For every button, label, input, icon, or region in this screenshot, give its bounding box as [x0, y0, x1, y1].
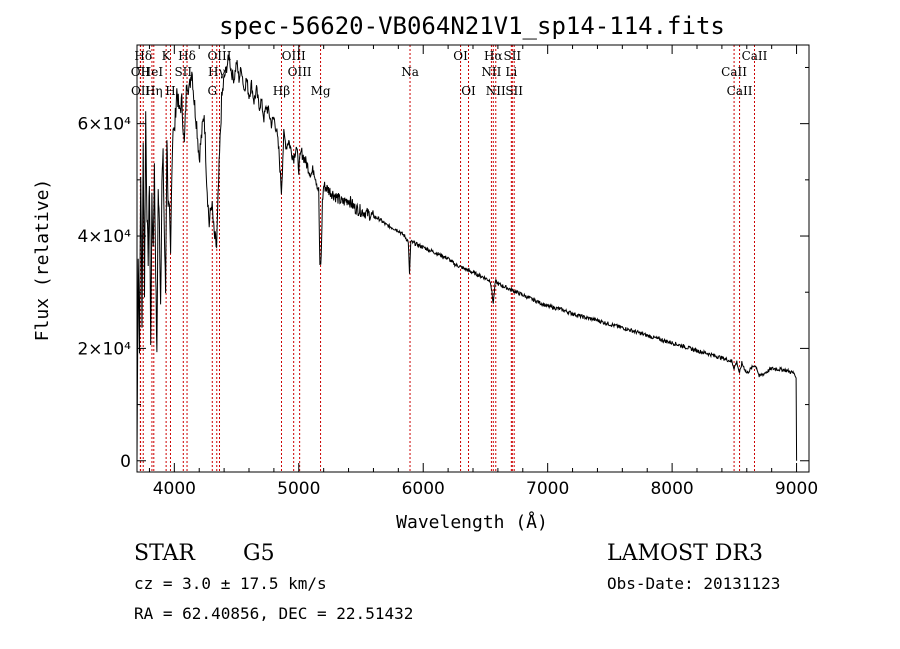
x-tick-label: 7000: [526, 479, 569, 499]
plot-frame: [136, 44, 810, 473]
y-axis-ticks: 0 2×10⁴ 4×10⁴ 6×10⁴: [77, 66, 809, 472]
line-label: K: [162, 49, 172, 63]
spectrum-series: [136, 54, 798, 461]
y-axis-label: Flux (relative): [32, 179, 53, 342]
line-label: NII: [481, 65, 501, 79]
x-tick-label: 9000: [775, 479, 818, 499]
emission-line-labels: Hδ OII OII K HeI Hη Hδ SII H OIII Hγ G Hβ OIII OIII Mg N…: [131, 49, 768, 98]
y-tick-label: 2×10⁴: [77, 339, 131, 359]
object-class: STAR: [134, 541, 196, 566]
line-label: HeI: [141, 65, 164, 79]
object-subclass: G5: [243, 541, 275, 566]
line-label: OI: [453, 49, 468, 63]
y-tick-label: 4×10⁴: [77, 227, 131, 247]
survey-name: LAMOST DR3: [607, 541, 763, 566]
line-label: CaII: [721, 65, 747, 79]
line-label: Hα: [484, 49, 503, 63]
line-label: OIII: [282, 49, 306, 63]
line-label: OII: [131, 84, 151, 98]
line-label: Hη: [145, 84, 163, 98]
line-label: OII: [131, 65, 151, 79]
line-label: Li: [505, 65, 517, 79]
x-tick-label: 4000: [153, 479, 196, 499]
line-label: OIII: [288, 65, 312, 79]
line-label: Hγ: [208, 65, 226, 79]
line-label: Hδ: [178, 49, 196, 63]
y-tick-label: 6×10⁴: [77, 115, 131, 135]
x-tick-label: 6000: [402, 479, 445, 499]
line-label: SII: [503, 49, 521, 63]
chart-title: spec-56620-VB064N21V1_sp14-114.fits: [219, 12, 725, 40]
x-tick-label: 5000: [277, 479, 320, 499]
x-axis-ticks: 4000 5000 6000 7000 8000 9000: [148, 45, 818, 499]
spectrum-line: [136, 54, 798, 461]
line-label: OI: [461, 84, 476, 98]
y-tick-label: 0: [120, 452, 131, 472]
line-label: Mg: [311, 84, 331, 98]
line-label: Hδ: [134, 49, 152, 63]
line-label: SII: [174, 65, 192, 79]
line-label: OIII: [207, 49, 231, 63]
redshift-info: cz = 3.0 ± 17.5 km/s: [134, 574, 327, 593]
x-tick-label: 8000: [650, 479, 693, 499]
line-label: G: [207, 84, 217, 98]
line-label: CaII: [742, 49, 768, 63]
line-label: NII: [486, 84, 506, 98]
line-label: SII: [505, 84, 523, 98]
coordinates: RA = 62.40856, DEC = 22.51432: [134, 604, 413, 623]
line-label: H: [165, 84, 175, 98]
line-label: CaII: [727, 84, 753, 98]
line-label: Hβ: [273, 84, 290, 98]
x-axis-label: Wavelength (Å): [396, 511, 548, 533]
observation-date: Obs-Date: 20131123: [607, 574, 780, 593]
line-label: Na: [401, 65, 419, 79]
